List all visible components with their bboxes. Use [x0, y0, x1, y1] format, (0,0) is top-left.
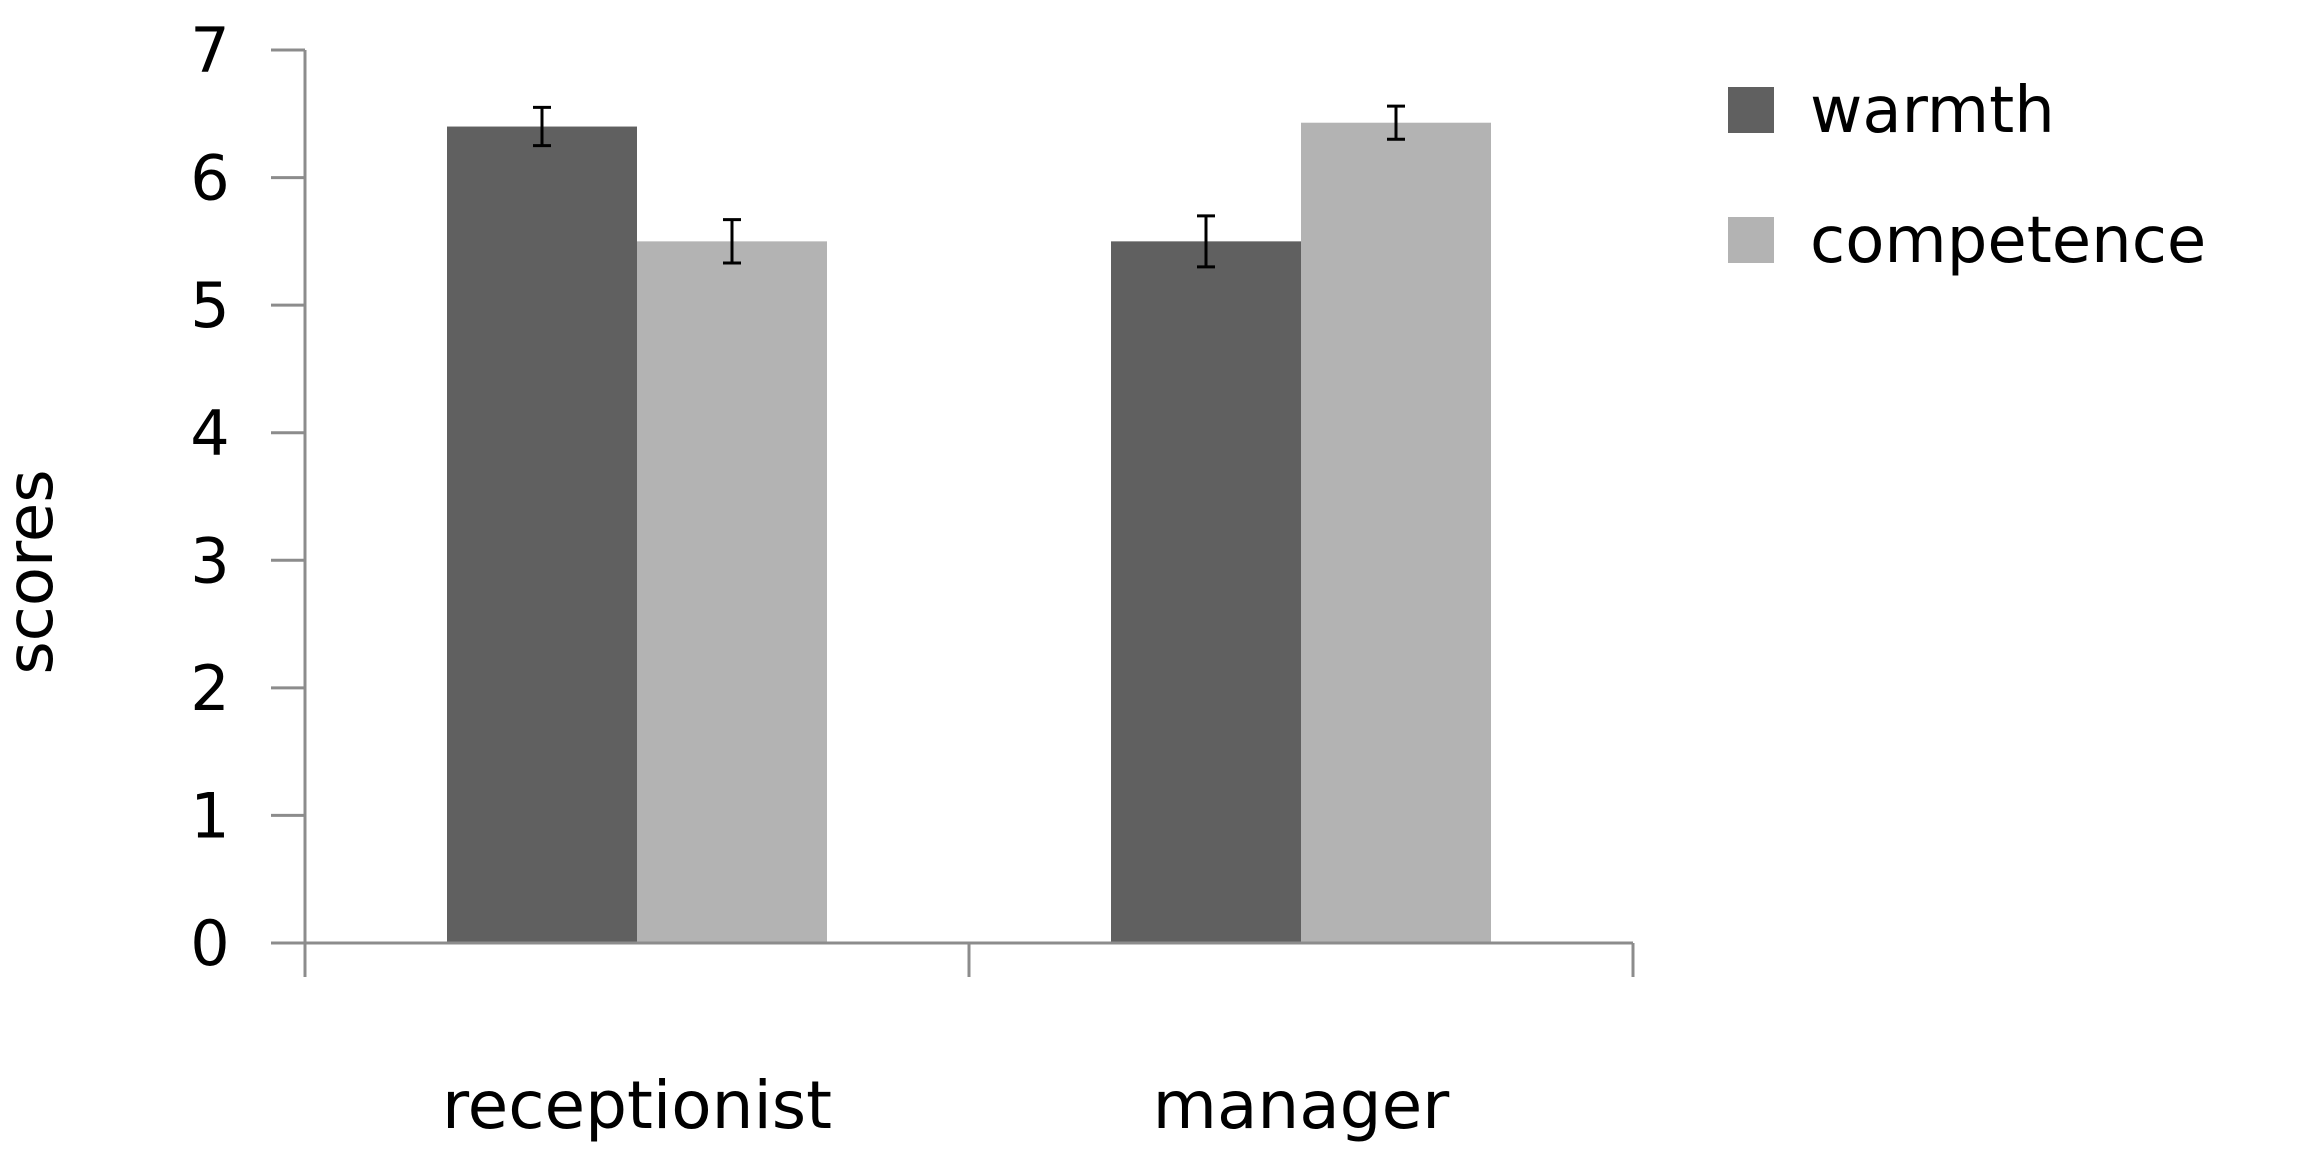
legend-item-warmth: warmth — [1728, 74, 2055, 148]
error-bar-competence-receptionist — [723, 218, 741, 265]
y-tick-label: 1 — [190, 779, 229, 852]
bar-competence-manager — [1301, 122, 1491, 944]
y-tick-label: 5 — [190, 269, 229, 342]
legend: warmth competence — [1728, 74, 2206, 278]
y-tick-label: 2 — [190, 652, 229, 725]
bar-competence-receptionist — [637, 241, 827, 943]
bar-warmth-manager — [1111, 241, 1301, 943]
x-category-labels: receptionist manager — [442, 1067, 1450, 1144]
bar-warmth-receptionist — [447, 126, 637, 944]
error-bar-warmth-manager — [1197, 214, 1215, 269]
error-bar-warmth-receptionist — [533, 105, 551, 148]
y-tick-labels: 0 1 2 3 4 5 6 7 — [190, 14, 229, 980]
y-tick-label: 6 — [190, 142, 229, 215]
y-tick-label: 0 — [190, 907, 229, 980]
y-axis-title: scores — [0, 469, 68, 674]
axes-layer — [271, 48, 1635, 977]
y-tick-label: 7 — [190, 14, 229, 87]
bars-layer — [447, 122, 1491, 944]
legend-label: competence — [1810, 204, 2206, 278]
error-bars-layer — [533, 104, 1405, 269]
legend-item-competence: competence — [1728, 204, 2206, 278]
legend-swatch — [1728, 87, 1774, 133]
x-category-label: receptionist — [442, 1067, 832, 1144]
legend-label: warmth — [1810, 74, 2055, 148]
x-category-label: manager — [1153, 1067, 1451, 1144]
y-tick-label: 3 — [190, 524, 229, 597]
y-tick-label: 4 — [190, 397, 229, 470]
legend-swatch — [1728, 217, 1774, 263]
error-bar-competence-manager — [1387, 104, 1405, 141]
